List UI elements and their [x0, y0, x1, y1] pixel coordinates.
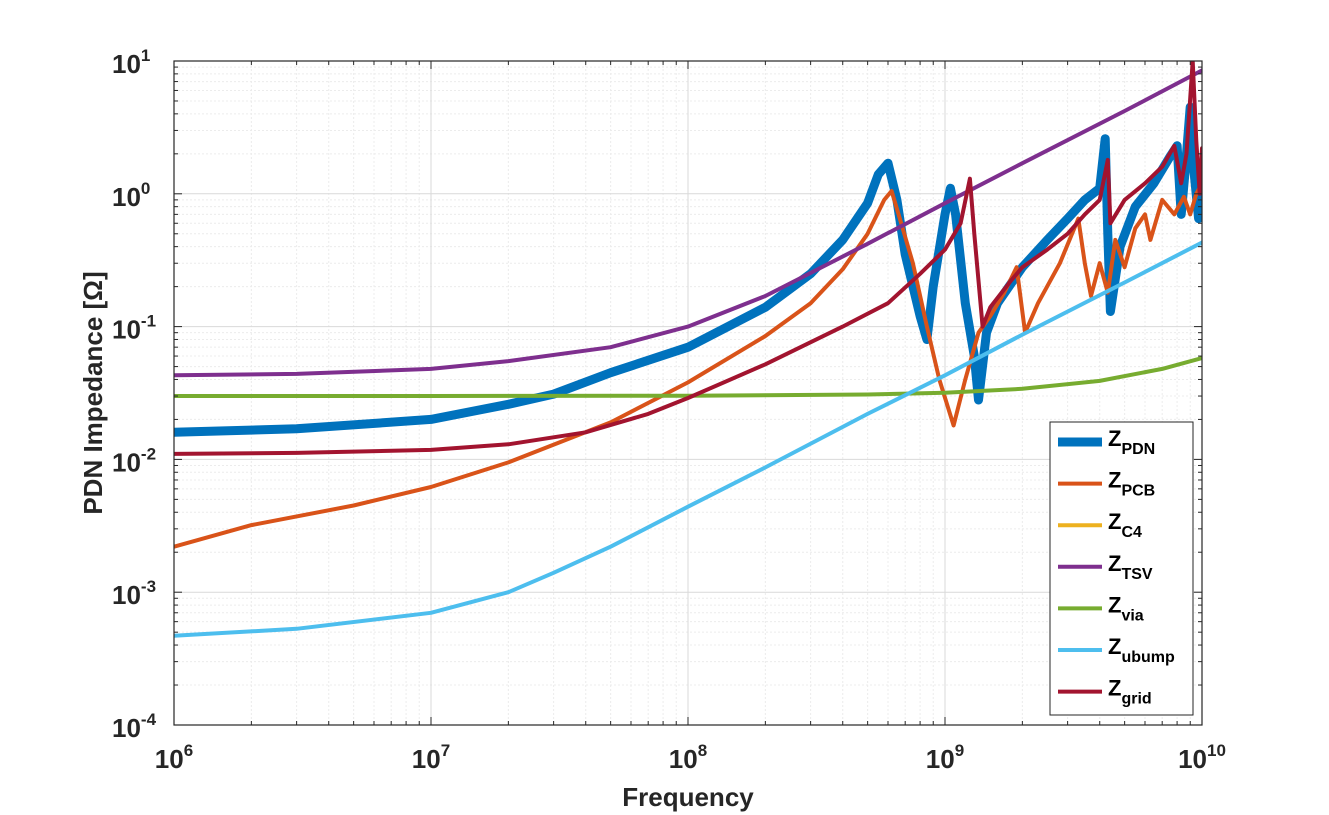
series-lines: [174, 61, 1202, 638]
x-tick-label: 106: [155, 741, 193, 774]
x-tick-label: 1010: [1178, 741, 1226, 774]
legend-entry-pcb: ZPCB: [1108, 468, 1155, 500]
legend-entry-ubump: Zubump: [1108, 634, 1175, 666]
x-tick-label: 108: [669, 741, 707, 774]
series-line-pcb: [174, 181, 1202, 549]
y-tick-label: 100: [112, 179, 150, 212]
y-axis-label: PDN Impedance [Ω]: [78, 271, 108, 514]
tick-marks: [173, 60, 1203, 726]
legend-entry-pdn: ZPDN: [1108, 426, 1155, 458]
series-line-tsv: [174, 68, 1202, 378]
x-tick-labels: 106 107 108 109 1010: [155, 741, 1226, 774]
y-tick-label: 10-1: [112, 312, 156, 345]
legend: ZPDN ZPCB ZC4 ZTSV Zvia Zubump Zgrid: [1049, 421, 1194, 716]
series-line-ubump: [174, 240, 1202, 638]
x-axis-label: Frequency: [622, 782, 754, 812]
x-tick-label: 109: [926, 741, 964, 774]
series-line-via: [174, 356, 1202, 398]
y-tick-label: 101: [112, 46, 150, 79]
legend-entry-grid: Zgrid: [1108, 676, 1152, 708]
legend-entry-via: Zvia: [1108, 592, 1144, 624]
legend-entry-c4: ZC4: [1108, 509, 1142, 541]
y-tick-label: 10-2: [112, 444, 156, 477]
series-line-grid: [174, 61, 1202, 456]
y-tick-label: 10-4: [112, 710, 157, 743]
x-tick-label: 107: [412, 741, 450, 774]
y-tick-labels: 10-4 10-3 10-2 10-1 100 101: [112, 46, 157, 743]
legend-entry-tsv: ZTSV: [1108, 551, 1153, 583]
y-tick-label: 10-3: [112, 577, 156, 610]
